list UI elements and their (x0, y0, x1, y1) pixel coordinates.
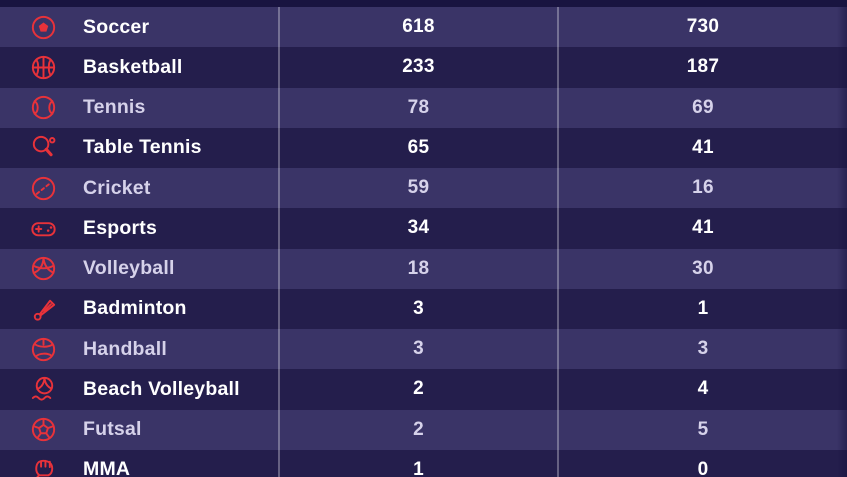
stat-value-2: 730 (557, 7, 847, 48)
table-row[interactable]: Badminton 3 1 (0, 288, 847, 329)
esports-icon (28, 213, 59, 244)
volleyball-icon (28, 253, 59, 284)
stat-value-1: 34 (278, 208, 557, 249)
table-row[interactable]: Handball 3 3 (0, 329, 847, 370)
sport-name: Soccer (83, 15, 150, 38)
stat-value-2: 41 (557, 127, 847, 168)
table-row[interactable]: MMA 1 0 (0, 449, 847, 477)
sport-name: Table Tennis (83, 136, 202, 159)
stat-value-2: 41 (557, 208, 847, 249)
table-row[interactable]: Table Tennis 65 41 (0, 127, 847, 168)
table-row[interactable]: Beach Volleyball 2 4 (0, 369, 847, 410)
stat-value-1: 18 (278, 248, 557, 289)
sport-cell: Futsal (0, 410, 278, 450)
sport-cell: Volleyball (0, 249, 278, 289)
sport-name: Volleyball (83, 257, 175, 280)
sport-cell: Table Tennis (0, 128, 278, 168)
stat-value-2: 16 (557, 168, 847, 209)
sport-cell: Tennis (0, 88, 278, 128)
table-row[interactable]: Volleyball 18 30 (0, 248, 847, 289)
stat-value-1: 233 (278, 47, 557, 88)
stat-value-2: 69 (557, 87, 847, 128)
sport-name: Futsal (83, 418, 142, 441)
beach-volleyball-icon (28, 374, 59, 405)
badminton-icon (28, 293, 59, 324)
table-row[interactable]: Tennis 78 69 (0, 87, 847, 128)
sport-cell: Esports (0, 208, 278, 248)
sport-cell: Beach Volleyball (0, 369, 278, 409)
sport-cell: Badminton (0, 289, 278, 329)
sports-stats-table: Soccer 618 730 Basketball 233 187 Tennis… (0, 7, 847, 477)
mma-icon (28, 454, 59, 477)
table-row[interactable]: Esports 34 41 (0, 208, 847, 249)
stat-value-1: 65 (278, 127, 557, 168)
sport-cell: Cricket (0, 168, 278, 208)
cricket-icon (28, 173, 59, 204)
stat-value-1: 59 (278, 168, 557, 209)
sport-cell: Soccer (0, 7, 278, 47)
stat-value-1: 2 (278, 369, 557, 410)
sport-name: MMA (83, 458, 131, 477)
stat-value-2: 3 (557, 329, 847, 370)
tennis-icon (28, 92, 59, 123)
stat-value-1: 618 (278, 7, 557, 48)
soccer-icon (28, 12, 59, 43)
stat-value-1: 78 (278, 87, 557, 128)
sport-cell: Basketball (0, 47, 278, 87)
sport-name: Beach Volleyball (83, 377, 240, 400)
table-row[interactable]: Cricket 59 16 (0, 168, 847, 209)
sport-name: Cricket (83, 176, 151, 199)
sport-cell: MMA (0, 450, 278, 477)
table-row[interactable]: Futsal 2 5 (0, 409, 847, 450)
stat-value-2: 5 (557, 409, 847, 450)
sport-name: Esports (83, 216, 158, 239)
stat-value-2: 187 (557, 47, 847, 88)
stat-value-1: 1 (278, 449, 557, 477)
sport-name: Basketball (83, 55, 183, 78)
sport-name: Badminton (83, 297, 187, 320)
stat-value-2: 4 (557, 369, 847, 410)
stat-value-1: 3 (278, 288, 557, 329)
sport-name: Handball (83, 337, 167, 360)
table-row[interactable]: Soccer 618 730 (0, 7, 847, 48)
futsal-icon (28, 414, 59, 445)
stat-value-1: 2 (278, 409, 557, 450)
table-row[interactable]: Basketball 233 187 (0, 47, 847, 88)
handball-icon (28, 334, 59, 365)
stat-value-2: 1 (557, 288, 847, 329)
stat-value-1: 3 (278, 329, 557, 370)
basketball-icon (28, 52, 59, 83)
stat-value-2: 30 (557, 248, 847, 289)
stat-value-2: 0 (557, 449, 847, 477)
sport-cell: Handball (0, 329, 278, 369)
sport-name: Tennis (83, 96, 146, 119)
table-tennis-icon (28, 132, 59, 163)
